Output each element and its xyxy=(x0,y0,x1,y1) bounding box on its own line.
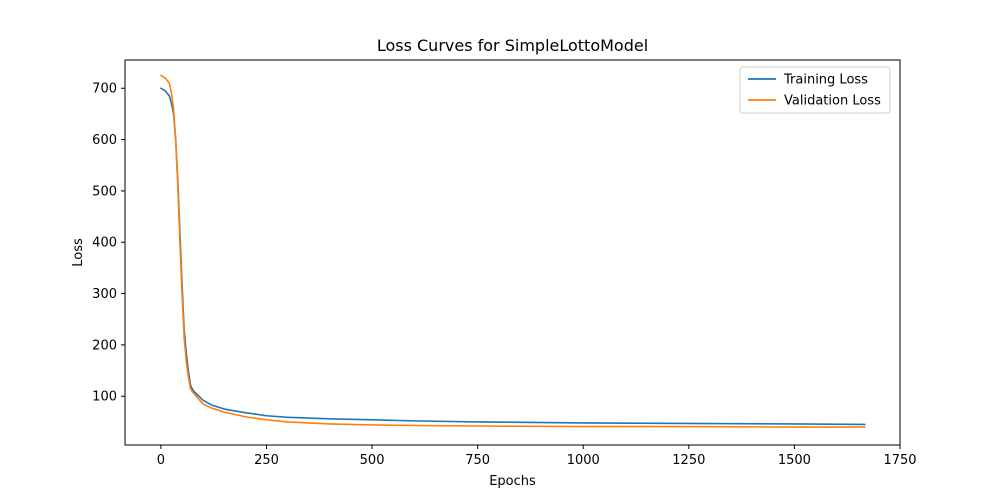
x-tick-label: 500 xyxy=(360,453,385,468)
legend-box xyxy=(739,66,891,114)
x-tick-label: 1000 xyxy=(567,453,600,468)
y-axis-label: Loss xyxy=(71,238,86,267)
y-axis: 100 200 300 400 500 600 700 xyxy=(92,82,125,405)
y-tick-label: 500 xyxy=(92,184,117,199)
legend: Training Loss Validation Loss xyxy=(739,66,891,114)
y-tick-label: 200 xyxy=(92,338,117,353)
x-tick-label: 1500 xyxy=(778,453,811,468)
y-tick-label: 300 xyxy=(92,287,117,302)
x-tick-label: 750 xyxy=(465,453,490,468)
x-axis-label: Epochs xyxy=(489,474,536,489)
y-tick-label: 700 xyxy=(92,82,117,97)
legend-label: Training Loss xyxy=(783,73,868,88)
y-tick-label: 600 xyxy=(92,133,117,148)
y-tick-label: 100 xyxy=(92,390,117,405)
series-line-validation-loss xyxy=(160,74,866,428)
plot-area xyxy=(160,74,866,428)
x-tick-label: 0 xyxy=(157,453,165,468)
legend-label: Validation Loss xyxy=(784,94,881,109)
plot-frame xyxy=(124,59,901,446)
x-tick-label: 250 xyxy=(254,453,279,468)
x-tick-label: 1750 xyxy=(883,453,916,468)
y-tick-label: 400 xyxy=(92,236,117,251)
chart-title: Loss Curves for SimpleLottoModel xyxy=(377,36,648,55)
x-axis: 0 250 500 750 1000 1250 1500 1750 xyxy=(157,445,917,468)
x-tick-label: 1250 xyxy=(672,453,705,468)
